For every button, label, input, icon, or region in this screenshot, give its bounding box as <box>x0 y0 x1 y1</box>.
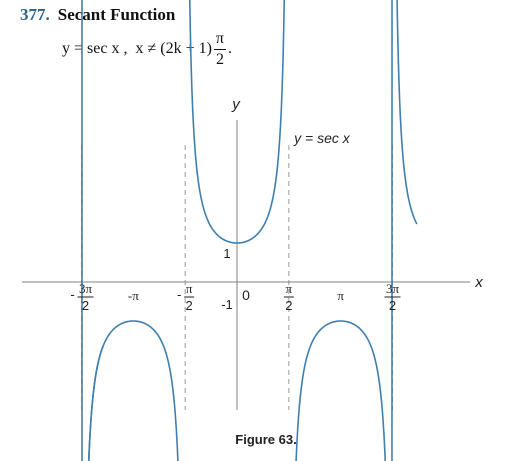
y-tick-label-0: 1 <box>223 246 230 261</box>
y-tick-label-1: -1 <box>221 297 233 312</box>
formula-suffix: . <box>228 40 232 57</box>
figure-caption: Figure 63. <box>235 432 297 447</box>
sec-branch-3 <box>295 0 393 461</box>
fraction-numerator: π <box>213 30 226 50</box>
problem-heading: 377. Secant Function <box>20 5 175 25</box>
x-tick-denominator-2: 2 <box>186 298 193 313</box>
x-tick-sign-2: - <box>177 287 181 302</box>
x-tick-numerator-6: 3π <box>386 281 400 296</box>
domain-formula: y = sec x , x ≠ (2k + 1) π 2 . <box>62 28 232 70</box>
x-tick-fraction-4: π2 <box>283 281 294 313</box>
x-tick-fraction-0: -3π 2 <box>70 281 94 313</box>
x-tick-numerator-2: π <box>186 281 193 296</box>
formula-condition: x ≠ (2k + 1) <box>135 40 212 57</box>
x-tick-denominator-0: 2 <box>82 298 89 313</box>
y-axis-label: y <box>231 96 241 113</box>
x-tick-label-1: -π <box>128 288 139 303</box>
x-tick-label-5: π <box>337 288 344 303</box>
series-label: y = sec x <box>293 130 351 146</box>
formula-lhs: y = sec x , <box>62 40 128 57</box>
sec-branch-1 <box>81 0 179 461</box>
x-tick-fraction-2: - π 2 <box>177 281 195 313</box>
x-tick-numerator-0: 3π <box>79 281 93 296</box>
x-tick-numerator-4: π <box>286 281 293 296</box>
x-tick-fraction-6: 3π2 <box>384 281 401 313</box>
x-tick-denominator-4: 2 <box>285 298 292 313</box>
formula-fraction: π 2 <box>213 30 226 68</box>
sec-branch-4 <box>396 0 418 225</box>
x-tick-denominator-6: 2 <box>389 298 396 313</box>
x-tick-sign-0: - <box>70 287 74 302</box>
problem-title: Secant Function <box>57 5 176 24</box>
problem-number: 377. <box>20 5 50 24</box>
x-tick-label-3: 0 <box>242 287 250 303</box>
sec-branch-2 <box>188 0 286 244</box>
x-axis-label: x <box>474 274 483 291</box>
fraction-denominator: 2 <box>215 50 224 68</box>
